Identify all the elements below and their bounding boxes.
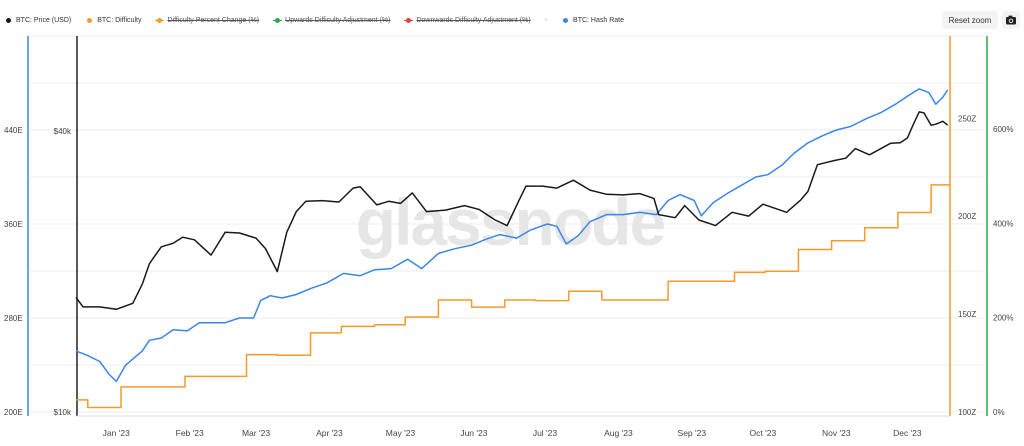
x-tick-label: Jul '23 [533, 428, 558, 438]
x-tick-label: Mar '23 [242, 428, 270, 438]
legend-item[interactable]: - [545, 17, 547, 24]
x-tick-label: May '23 [386, 428, 416, 438]
legend-label: - [544, 16, 548, 24]
hash-rate-tick-label: 200E [4, 408, 23, 417]
difficulty-change-tick-label: 0% [993, 408, 1005, 417]
legend-label: BTC: Difficulty [97, 16, 142, 24]
difficulty-change-tick-label: 400% [993, 219, 1013, 228]
axes [27, 36, 988, 417]
legend-swatch-icon [273, 17, 283, 24]
legend-item[interactable]: Upwards Difficulty Adjustment (%) [273, 17, 390, 24]
x-tick-label: Aug '23 [604, 428, 633, 438]
x-tick-label: Jan '23 [103, 428, 130, 438]
legend-swatch-icon [4, 17, 13, 24]
legend-swatch-icon [155, 17, 165, 24]
legend-label: BTC: Price (USD) [16, 16, 72, 24]
camera-icon[interactable] [1002, 11, 1020, 29]
difficulty-change-tick-label: 600% [993, 125, 1013, 134]
reset-zoom-button[interactable]: Reset zoom [942, 11, 998, 29]
difficulty-tick-label: 200Z [958, 212, 976, 221]
chart-legend: BTC: Price (USD) BTC: Difficulty Difficult… [4, 13, 638, 27]
legend-label: BTC: Hash Rate [573, 16, 624, 24]
x-tick-label: Nov '23 [822, 428, 851, 438]
series-layer [75, 88, 950, 409]
x-tick-label: Sep '23 [678, 428, 707, 438]
legend-item[interactable]: Difficulty Percent Change (%) [155, 17, 259, 24]
series-line-btc-hash-rate [75, 88, 949, 383]
series-line-btc-price-usd- [75, 111, 949, 311]
legend-label: Upwards Difficulty Adjustment (%) [285, 16, 391, 24]
watermark: glassnode [356, 185, 665, 259]
x-tick-label: Apr '23 [316, 428, 343, 438]
difficulty-tick-label: 100Z [958, 408, 976, 417]
legend-swatch-icon [85, 17, 94, 24]
legend-item[interactable]: BTC: Difficulty [85, 17, 141, 24]
legend-label: Difficulty Percent Change (%) [167, 16, 260, 24]
x-tick-label: Dec '23 [893, 428, 922, 438]
legend-item[interactable]: Downwards Difficulty Adjustment (%) [404, 16, 531, 24]
difficulty-tick-label: 150Z [958, 310, 976, 319]
legend-swatch-icon [404, 17, 414, 24]
legend-label: Downwards Difficulty Adjustment (%) [416, 16, 531, 24]
legend-item[interactable]: BTC: Hash Rate [561, 17, 624, 24]
x-tick-label: Oct '23 [750, 428, 777, 438]
difficulty-change-tick-label: 200% [993, 314, 1013, 323]
legend-swatch-icon [561, 17, 570, 24]
legend-item[interactable]: BTC: Price (USD) [4, 17, 71, 24]
hash-rate-tick-label: 440E [4, 126, 23, 135]
series-line-btc-difficulty [76, 184, 950, 409]
tick-labels: 200E 280E 360E 440E $10k $40k 100Z 150Z 200Z 250Z… [4, 114, 1013, 438]
price-tick-label: $10k [54, 408, 72, 417]
difficulty-tick-label: 250Z [958, 114, 976, 123]
x-tick-label: Feb '23 [176, 428, 204, 438]
x-tick-label: Jun '23 [460, 428, 487, 438]
hash-rate-tick-label: 360E [4, 220, 23, 229]
price-tick-label: $40k [54, 127, 72, 136]
hash-rate-tick-label: 280E [4, 314, 23, 323]
